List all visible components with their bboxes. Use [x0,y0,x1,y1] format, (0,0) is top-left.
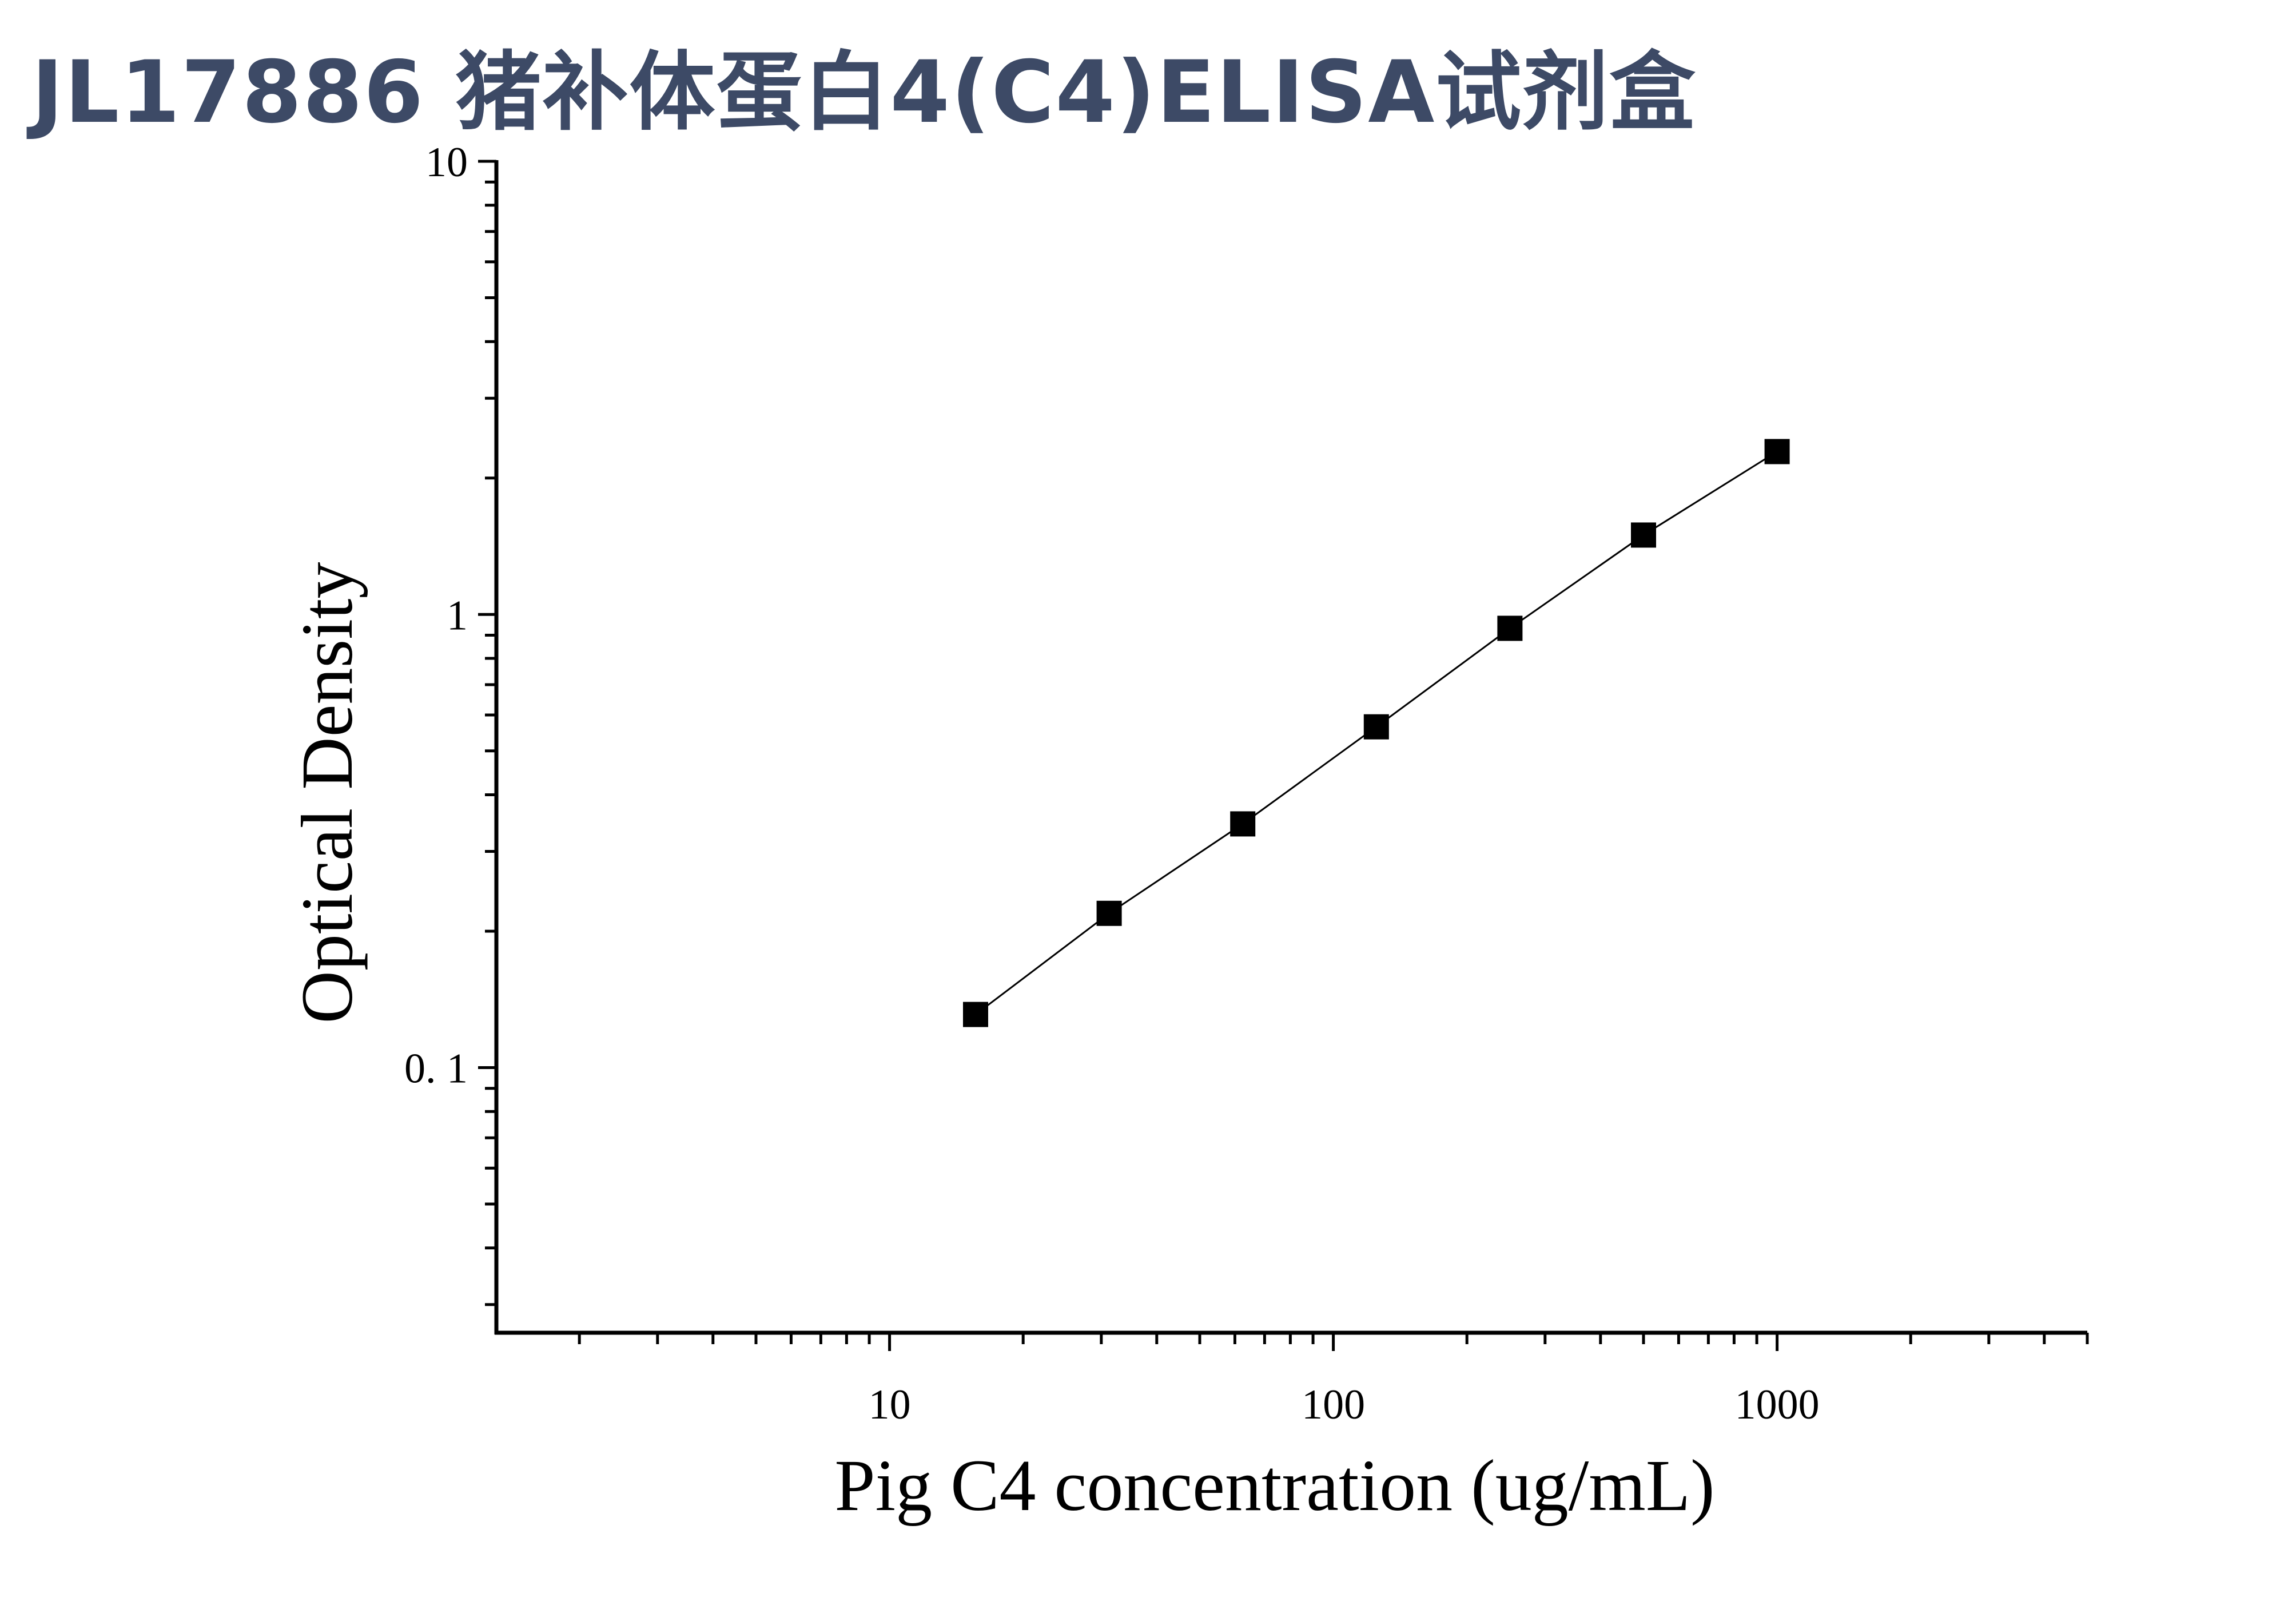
data-point [1497,615,1523,641]
x-tick-label: 10 [869,1381,911,1428]
ticks [478,160,2089,1351]
x-axis-title: Pig C4 concentration (ug/mL) [834,1445,1714,1526]
data-point [962,1002,988,1027]
x-tick-label: 1000 [1735,1381,1820,1428]
data-point [1363,714,1389,740]
data-point [1630,522,1656,548]
data-point [1230,811,1256,837]
data-point [1096,900,1122,926]
y-tick-label: 10 [425,139,468,186]
axes [494,160,2087,1335]
y-tick-label: 0. 1 [404,1046,468,1092]
series [962,439,1790,1027]
data-point [1764,439,1790,464]
x-tick-label: 100 [1302,1381,1365,1428]
page-title: JL17886 猪补体蛋白4(C4)ELISA试剂盒 [31,43,1697,142]
y-tick-label: 1 [447,592,468,639]
y-axis-title: Optical Density [286,562,368,1024]
tick-labels: 10 100 1000 0. 1 1 10 [404,139,1820,1428]
